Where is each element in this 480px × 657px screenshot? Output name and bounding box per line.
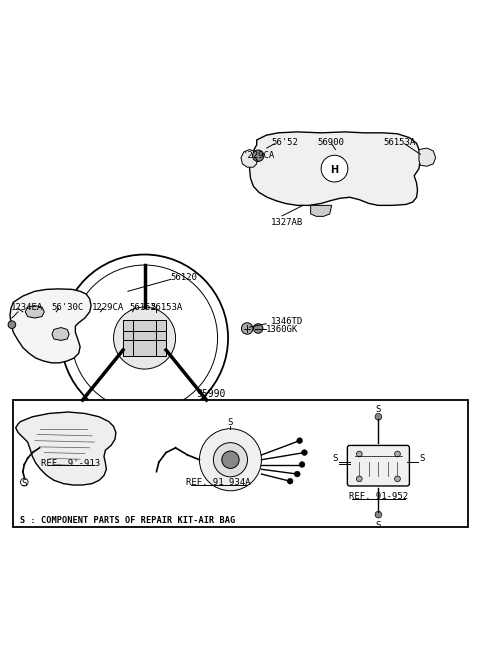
Text: 95990: 95990 [197, 390, 226, 399]
Text: 1360GK: 1360GK [266, 325, 299, 334]
Text: S : COMPONENT PARTS OF REPAIR KIT-AIR BAG: S : COMPONENT PARTS OF REPAIR KIT-AIR BA… [21, 516, 236, 525]
Text: S: S [419, 454, 424, 463]
Polygon shape [419, 148, 436, 166]
Circle shape [8, 321, 16, 328]
Text: S: S [376, 521, 381, 530]
Text: 56'52: 56'52 [271, 138, 298, 147]
Circle shape [395, 451, 400, 457]
Circle shape [357, 476, 362, 482]
Circle shape [72, 265, 217, 411]
Circle shape [321, 155, 348, 182]
Text: 1327AB: 1327AB [271, 217, 303, 227]
Circle shape [375, 511, 382, 518]
Bar [123, 320, 166, 356]
Text: 56153A: 56153A [383, 138, 415, 147]
Text: 1346TD: 1346TD [271, 317, 303, 326]
Polygon shape [52, 328, 69, 340]
Text: S: S [22, 479, 27, 488]
Text: 56120: 56120 [171, 273, 198, 282]
Text: '229CA: '229CA [242, 150, 275, 160]
Polygon shape [16, 412, 116, 485]
Text: S: S [333, 454, 338, 463]
Polygon shape [10, 289, 91, 363]
Circle shape [222, 451, 239, 468]
Text: S: S [376, 405, 381, 414]
Text: 56900: 56900 [317, 138, 344, 147]
Text: S: S [228, 419, 233, 428]
Circle shape [301, 449, 307, 455]
Circle shape [395, 476, 400, 482]
Circle shape [287, 478, 293, 484]
FancyBboxPatch shape [348, 445, 409, 486]
Circle shape [357, 451, 362, 457]
Text: REF. 9'-913: REF. 9'-913 [41, 459, 100, 468]
Text: 1234EA: 1234EA [11, 302, 43, 311]
Text: REF. 91-952: REF. 91-952 [349, 492, 408, 501]
Circle shape [241, 323, 253, 334]
Circle shape [375, 413, 382, 420]
Text: H: H [330, 165, 338, 175]
Text: 56153A: 56153A [150, 302, 182, 311]
Text: 56'30C: 56'30C [51, 302, 84, 311]
Bar [13, 400, 468, 526]
Circle shape [214, 443, 248, 477]
Circle shape [294, 471, 300, 477]
Text: 1229CA: 1229CA [92, 302, 124, 311]
Polygon shape [311, 206, 332, 216]
Circle shape [253, 324, 263, 333]
Circle shape [252, 150, 264, 162]
Polygon shape [250, 132, 420, 206]
Circle shape [299, 462, 305, 467]
Text: 56152: 56152 [129, 302, 156, 311]
Circle shape [297, 438, 302, 443]
Circle shape [114, 307, 176, 369]
Circle shape [199, 429, 262, 491]
Polygon shape [25, 306, 44, 318]
Text: REF. 91 934A: REF. 91 934A [186, 478, 251, 487]
Polygon shape [241, 150, 257, 167]
